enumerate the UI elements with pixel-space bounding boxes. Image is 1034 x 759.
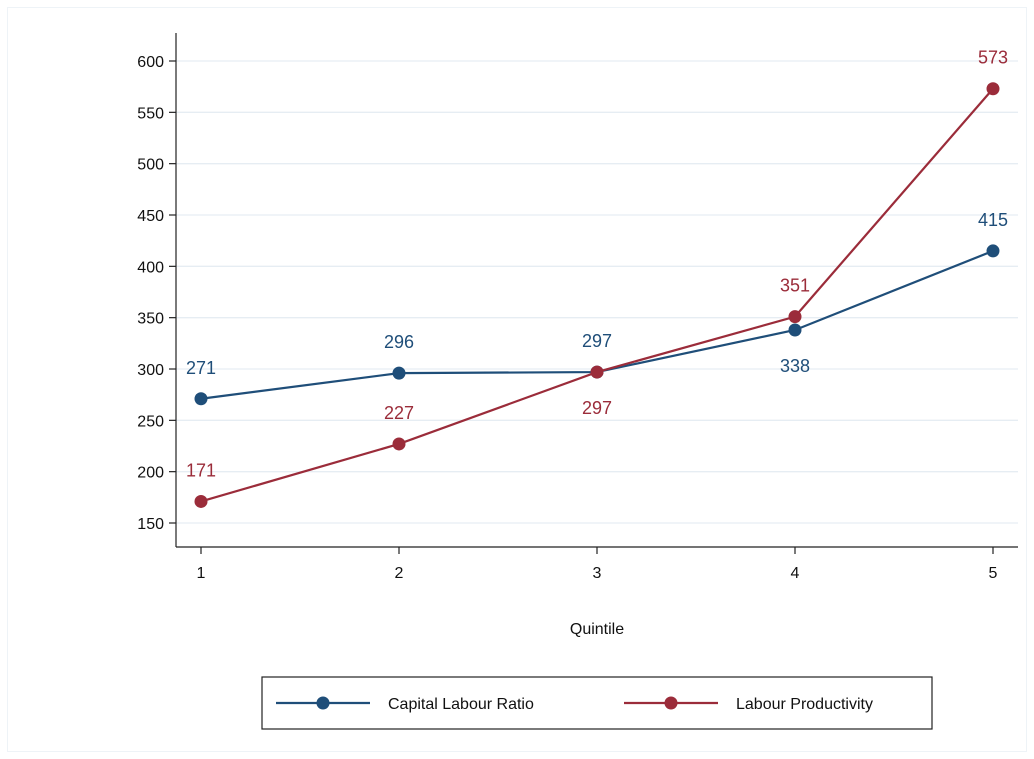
series: 271 296 297 338 415 171 227 297 351 573 (186, 48, 1008, 508)
gridlines (176, 60, 1018, 524)
data-label-labour-productivity-4: 351 (780, 276, 810, 296)
point-capital-labour-ratio-4 (788, 323, 802, 337)
point-capital-labour-ratio-2 (392, 366, 406, 380)
x-tick-label-1: 1 (197, 565, 206, 582)
x-tick-label-4: 4 (791, 565, 800, 582)
series-capital-labour-ratio: 271 296 297 338 415 (186, 210, 1008, 406)
legend-label-labour-productivity: Labour Productivity (736, 696, 873, 713)
point-labour-productivity-3 (590, 365, 604, 379)
y-tick-label-350: 350 (137, 311, 164, 328)
data-label-labour-productivity-3: 297 (582, 398, 612, 418)
y-tick-label-600: 600 (137, 54, 164, 71)
legend-label-capital-labour-ratio: Capital Labour Ratio (388, 696, 534, 713)
legend-box (261, 676, 933, 730)
point-labour-productivity-4 (788, 310, 802, 324)
data-label-capital-labour-ratio-5: 415 (978, 210, 1008, 230)
y-tick-label-400: 400 (137, 259, 164, 276)
legend-marker-labour-productivity (664, 696, 678, 710)
y-tick-label-150: 150 (137, 516, 164, 533)
legend-marker-capital-labour-ratio (316, 696, 330, 710)
data-label-capital-labour-ratio-1: 271 (186, 358, 216, 378)
x-tick-label-5: 5 (989, 565, 998, 582)
data-label-capital-labour-ratio-4: 338 (780, 356, 810, 376)
point-labour-productivity-2 (392, 437, 406, 451)
data-label-labour-productivity-2: 227 (384, 403, 414, 423)
y-tick-label-450: 450 (137, 208, 164, 225)
point-capital-labour-ratio-5 (986, 244, 1000, 258)
axes: 150 200 250 300 350 400 450 500 550 600 1 2 3 4 5 (137, 33, 1018, 582)
data-label-capital-labour-ratio-3: 297 (582, 331, 612, 351)
x-axis-title: Quintile (570, 621, 624, 638)
data-label-labour-productivity-5: 573 (978, 48, 1008, 68)
point-labour-productivity-1 (194, 494, 208, 508)
y-tick-label-300: 300 (137, 362, 164, 379)
point-labour-productivity-5 (986, 82, 1000, 96)
line-labour-productivity (200, 87, 994, 503)
x-tick-label-3: 3 (593, 565, 602, 582)
legend: Capital Labour Ratio Labour Productivity (261, 676, 933, 730)
x-tick-label-2: 2 (395, 565, 404, 582)
data-label-labour-productivity-1: 171 (186, 460, 216, 480)
series-labour-productivity: 171 227 297 351 573 (186, 48, 1008, 508)
y-tick-label-500: 500 (137, 157, 164, 174)
y-tick-label-250: 250 (137, 413, 164, 430)
data-label-capital-labour-ratio-2: 296 (384, 332, 414, 352)
point-capital-labour-ratio-1 (194, 392, 208, 406)
y-tick-label-550: 550 (137, 105, 164, 122)
chart-frame (7, 7, 1027, 752)
y-tick-label-200: 200 (137, 465, 164, 482)
